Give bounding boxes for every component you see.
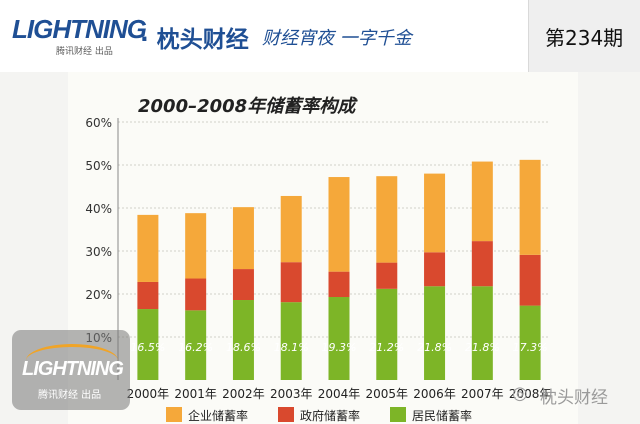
x-tick-label: 2004年: [318, 387, 361, 401]
bar-segment: [185, 310, 207, 380]
data-label: 21.2%: [369, 341, 404, 354]
data-label: 21.8%: [465, 341, 500, 354]
watermark-arc-icon: [26, 344, 118, 377]
x-tick-label: 2001年: [174, 387, 217, 401]
bar-segment: [471, 241, 493, 287]
bar-segment: [519, 159, 541, 255]
logo-subtitle: 腾讯财经 出品: [56, 47, 113, 57]
bar-segment: [137, 309, 159, 380]
bar-segment: [280, 302, 302, 380]
account-name: 枕头财经: [540, 388, 608, 408]
bar-segment: [232, 269, 254, 301]
brand-tagline: 财经宵夜 一字千金: [262, 28, 412, 49]
bar-segment: [137, 214, 159, 282]
y-tick-label: 40%: [85, 202, 112, 216]
data-label: 17.3%: [513, 341, 548, 354]
bar-segment: [424, 286, 446, 380]
bar-segment: [328, 297, 350, 380]
legend-swatch: [278, 407, 294, 422]
data-label: 18.6%: [226, 341, 261, 354]
data-label: 18.1%: [274, 341, 309, 354]
x-tick-label: 2006年: [413, 387, 456, 401]
chart-title: 2000–2008年储蓄率构成: [138, 96, 356, 117]
bar-segment: [376, 176, 398, 263]
brand-bar: LIGHTNING 腾讯财经 出品 · 枕头财经 财经宵夜 一字千金: [0, 0, 528, 72]
bar-segment: [137, 281, 159, 310]
data-label: 21.8%: [417, 341, 452, 354]
watermark: LIGHTNING 腾讯财经 出品: [12, 330, 130, 410]
y-tick-label: 50%: [85, 159, 112, 173]
bar-segment: [424, 252, 446, 287]
y-tick-label: 20%: [85, 288, 112, 302]
x-tick-label: 2007年: [461, 387, 504, 401]
x-tick-label: 2005年: [366, 387, 409, 401]
account-badge: ◎ 枕头财经: [512, 380, 632, 408]
data-label: 19.3%: [322, 341, 357, 354]
legend-swatch: [390, 407, 406, 422]
bar-segment: [280, 262, 302, 303]
bar-segment: [328, 271, 350, 298]
legend-label: 企业储蓄率: [188, 408, 248, 423]
x-tick-label: 2000年: [127, 387, 170, 401]
watermark-subtitle: 腾讯财经 出品: [38, 390, 102, 401]
bar-segment: [519, 305, 541, 380]
bar-segment: [376, 288, 398, 380]
y-tick-label: 60%: [85, 116, 112, 130]
y-tick-label: 30%: [85, 245, 112, 259]
x-tick-label: 2002年: [222, 387, 265, 401]
legend-swatch: [166, 407, 182, 422]
bar-segment: [280, 195, 302, 263]
bar-segment: [232, 207, 254, 270]
header-banner: LIGHTNING 腾讯财经 出品 · 枕头财经 财经宵夜 一字千金 第234期: [0, 0, 640, 72]
lightning-logo: LIGHTNING: [12, 14, 147, 44]
bar-segment: [328, 177, 350, 272]
legend-label: 居民储蓄率: [412, 408, 472, 423]
wechat-icon: ◎: [512, 383, 528, 404]
bar-segment: [471, 161, 493, 242]
bar-segment: [424, 173, 446, 253]
bar-segment: [185, 278, 207, 311]
bar-segment: [185, 213, 207, 279]
legend-label: 政府储蓄率: [300, 408, 360, 423]
issue-number: 第234期: [545, 26, 624, 50]
x-tick-label: 2008年: [509, 387, 552, 401]
data-label: 16.5%: [130, 341, 165, 354]
bar-segment: [376, 262, 398, 289]
bar-segment: [232, 300, 254, 380]
bar-segment: [519, 254, 541, 306]
brand-name: · 枕头财经: [140, 27, 249, 53]
watermark-logo: LIGHTNING: [22, 358, 124, 380]
issue-box: 第234期: [528, 0, 640, 72]
x-tick-label: 2003年: [270, 387, 313, 401]
data-label: 16.2%: [178, 341, 213, 354]
bar-segment: [471, 286, 493, 380]
